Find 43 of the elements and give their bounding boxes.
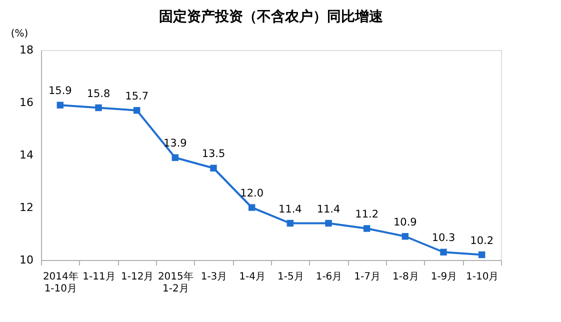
text: 10.2 bbox=[470, 234, 494, 247]
y-tick-label: 12 bbox=[20, 201, 34, 214]
text: 11.2 bbox=[355, 208, 379, 220]
chart-title: 固定资产投资（不含农户）同比增速 bbox=[159, 8, 384, 25]
y-tick-label: 18 bbox=[20, 44, 34, 56]
point bbox=[56, 102, 64, 108]
y-axis-title: (%) bbox=[10, 28, 28, 40]
text: 13.5 bbox=[202, 148, 226, 160]
text: 13.9 bbox=[163, 138, 187, 150]
point bbox=[248, 204, 256, 211]
point bbox=[210, 164, 217, 172]
point bbox=[286, 220, 294, 227]
text: 11.4 bbox=[278, 203, 302, 216]
point bbox=[402, 233, 409, 240]
x-tick-label: 1-4月 bbox=[239, 272, 266, 282]
text: 10.3 bbox=[432, 232, 456, 244]
x-tick-label: 1-10月 bbox=[466, 272, 499, 282]
x-tick-label: 1-6月 bbox=[316, 272, 342, 282]
text: 12.0 bbox=[240, 188, 264, 200]
text: 15.7 bbox=[125, 90, 149, 102]
x-tick-label: 1-3月 bbox=[200, 272, 228, 282]
text: 10.9 bbox=[393, 216, 417, 228]
point bbox=[478, 251, 486, 258]
point bbox=[133, 107, 140, 114]
y-tick-label: 16 bbox=[20, 96, 34, 109]
y-tick-label: 10 bbox=[20, 254, 34, 266]
y-tick-label: 14 bbox=[20, 148, 34, 162]
text: 11.4 bbox=[316, 203, 340, 216]
point bbox=[325, 220, 332, 227]
x-tick-label: 2014年 1-10月 bbox=[42, 270, 78, 294]
x-tick-label: 1-9月 bbox=[430, 272, 458, 282]
x-tick-label: 1-5月 bbox=[277, 272, 304, 282]
x-tick-label: 1-7月 bbox=[354, 272, 381, 282]
x-tick-label: 1-8月 bbox=[392, 272, 419, 282]
point bbox=[95, 104, 102, 112]
x-tick-label: 1-12月 bbox=[120, 272, 154, 282]
x-tick-label: 1-11月 bbox=[82, 272, 116, 282]
point bbox=[440, 248, 447, 256]
text: 15.8 bbox=[86, 88, 110, 100]
x-tick-label: 2015年 1-2月 bbox=[158, 270, 194, 294]
point bbox=[172, 154, 179, 161]
point bbox=[363, 225, 370, 232]
text: 15.9 bbox=[48, 85, 72, 98]
